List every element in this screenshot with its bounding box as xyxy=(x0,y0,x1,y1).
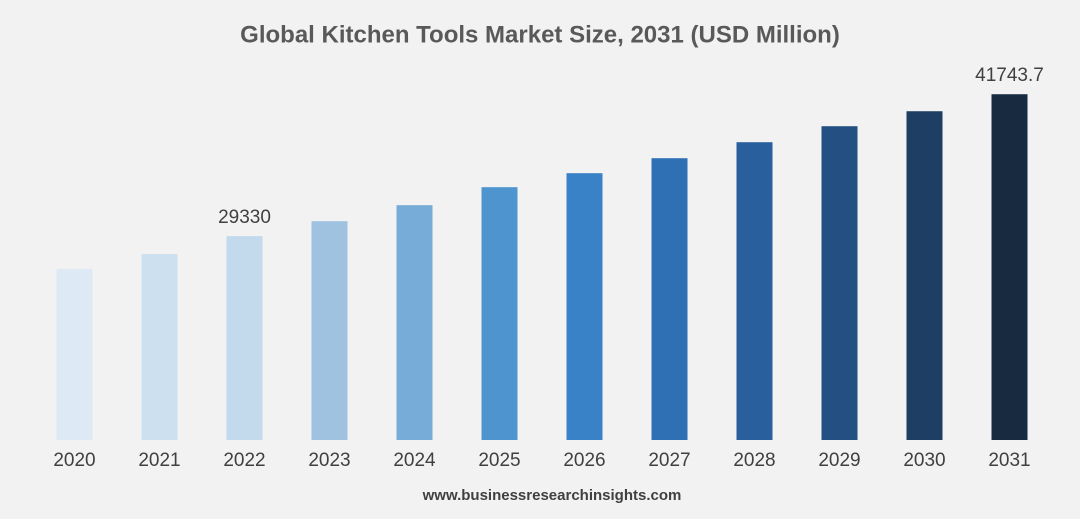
x-tick-label: 2020 xyxy=(53,450,95,471)
x-tick-label: 2029 xyxy=(818,450,860,471)
bar xyxy=(226,236,263,440)
x-tick-label: 2021 xyxy=(138,450,180,471)
x-tick-label: 2023 xyxy=(308,450,350,471)
bar xyxy=(821,126,858,440)
value-label: 41743.7 xyxy=(975,65,1044,86)
value-label: 29330 xyxy=(218,207,271,228)
x-tick-label: 2028 xyxy=(733,450,775,471)
x-tick-label: 2024 xyxy=(393,450,436,471)
x-tick-label: 2025 xyxy=(478,450,520,471)
bar xyxy=(991,94,1028,440)
bar xyxy=(566,173,603,441)
bar xyxy=(736,142,773,440)
bar xyxy=(651,158,688,440)
x-tick-label: 2030 xyxy=(903,450,945,471)
x-tick-label: 2022 xyxy=(223,450,265,471)
bar xyxy=(311,221,348,440)
bar xyxy=(396,205,433,440)
x-tick-label: 2031 xyxy=(988,450,1030,471)
x-tick-label: 2027 xyxy=(648,450,690,471)
x-tick-label: 2026 xyxy=(563,450,605,471)
bar xyxy=(906,111,943,440)
bar xyxy=(141,254,178,440)
bar xyxy=(481,187,518,440)
source: www.businessresearchinsights.com xyxy=(422,487,682,504)
chart-title: Global Kitchen Tools Market Size, 2031 (… xyxy=(240,21,840,48)
bar xyxy=(56,269,93,440)
